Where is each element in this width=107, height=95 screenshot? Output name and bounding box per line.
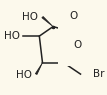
Text: O: O: [70, 11, 78, 21]
Polygon shape: [42, 17, 53, 27]
Text: HO: HO: [22, 12, 38, 22]
Text: HO: HO: [16, 70, 32, 80]
Polygon shape: [35, 63, 42, 74]
Text: Br: Br: [93, 69, 104, 79]
Text: HO: HO: [4, 31, 20, 41]
Text: O: O: [74, 40, 82, 50]
